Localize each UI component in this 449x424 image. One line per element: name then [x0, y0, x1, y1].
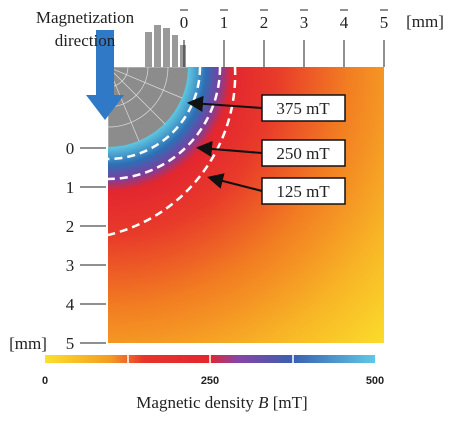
top-tick-label: 4 [340, 13, 349, 32]
colorbar-tick: 500 [366, 375, 384, 387]
left-tick-label: 2 [66, 217, 75, 236]
top-tick-label: 1 [220, 13, 229, 32]
colorbar-tick: 0 [42, 375, 48, 387]
left-tick-label: 5 [66, 334, 75, 353]
top-tick-label: 2 [260, 13, 269, 32]
left-tick-label: 4 [66, 295, 75, 314]
annotation: direction [55, 31, 116, 50]
label-unit: [mT] [273, 393, 308, 412]
label-symbol: B [258, 393, 269, 412]
left-tick-label: 3 [66, 256, 75, 275]
annotation: Magnetization [36, 8, 135, 27]
colorbar-label: Magnetic density B [mT] [136, 393, 307, 412]
colorbar-tick: 250 [201, 375, 219, 387]
left-tick-label: 1 [66, 178, 75, 197]
axis-unit: [mm] [9, 334, 47, 353]
figure: Magnetization direction [mm] [mm] 375 mT… [0, 0, 449, 419]
label-text: Magnetic density [136, 393, 254, 412]
contour-label: 125 mT [276, 182, 330, 201]
contour-label: 375 mT [276, 99, 330, 118]
top-tick-label: 0 [180, 13, 189, 32]
contour-label: 250 mT [276, 144, 330, 163]
top-tick-label: 3 [300, 13, 309, 32]
top-tick-label: 5 [380, 13, 389, 32]
left-tick-label: 0 [66, 139, 75, 158]
axis-unit: [mm] [406, 12, 444, 31]
